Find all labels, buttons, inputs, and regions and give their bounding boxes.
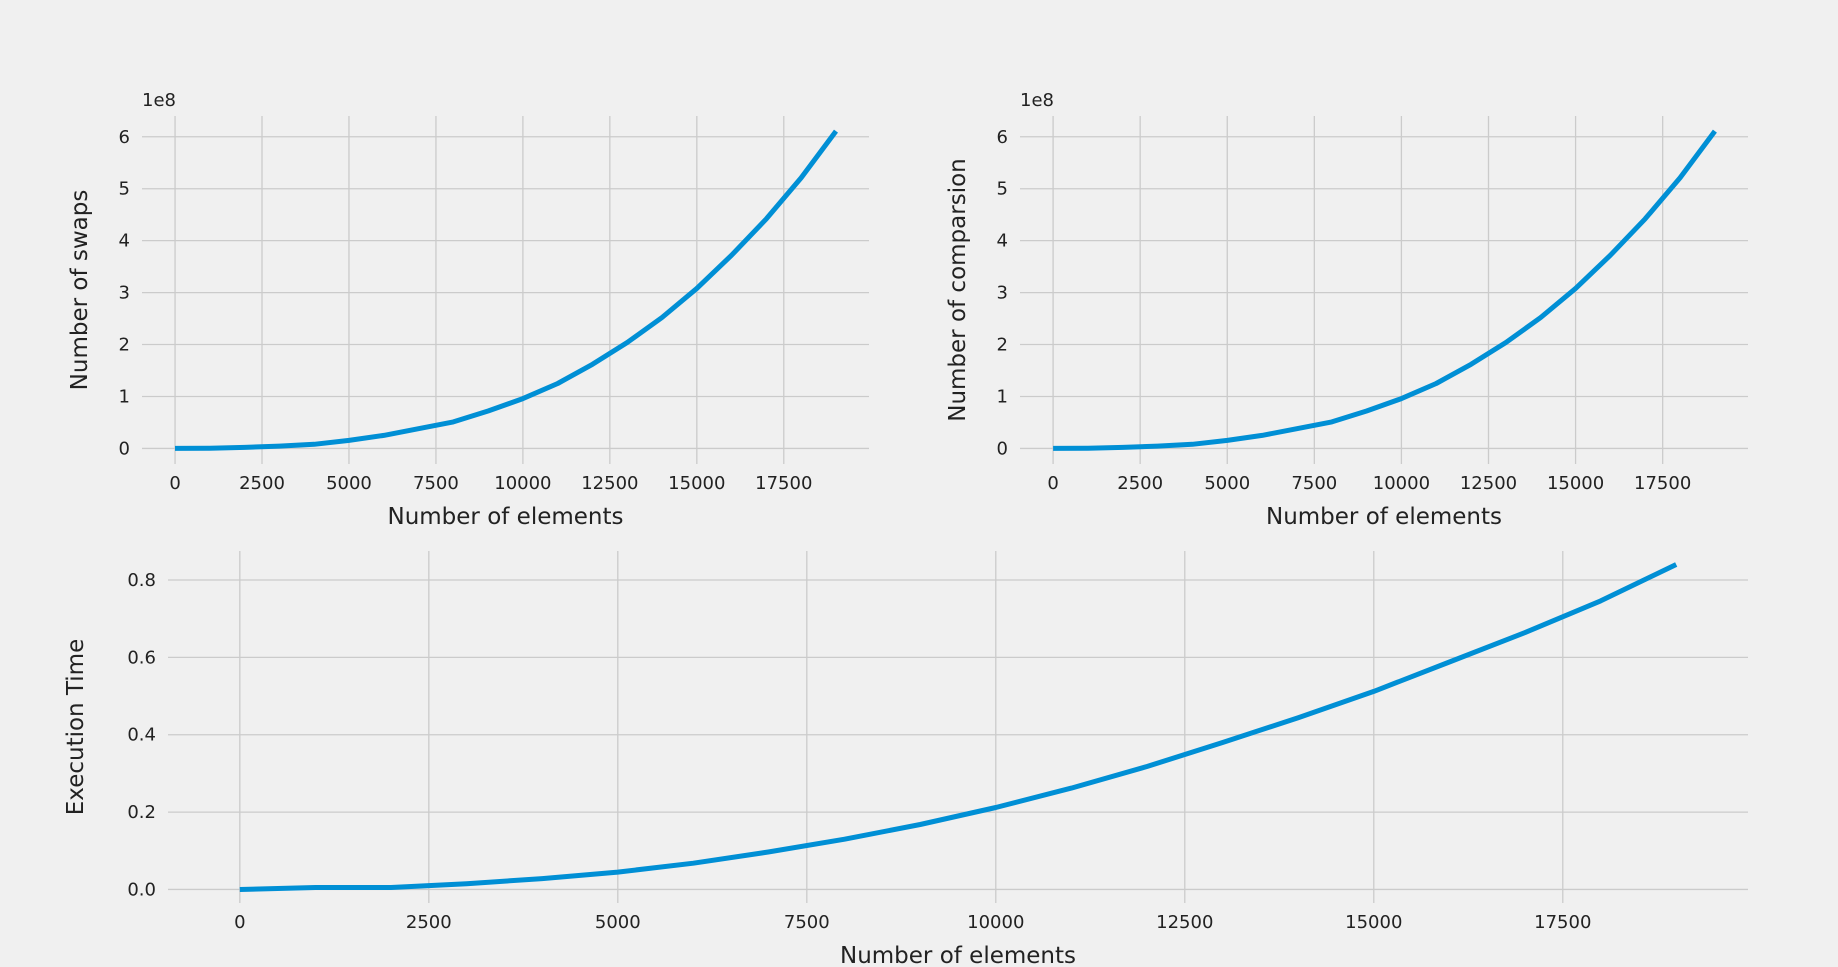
y-tick-label: 0 [997, 438, 1008, 459]
series-line [174, 129, 839, 451]
y-tick-label: 0.6 [127, 647, 156, 668]
y-tick-label: 6 [997, 127, 1008, 148]
x-axis-label: Number of elements [840, 943, 1076, 967]
y-tick-label: 3 [997, 283, 1008, 304]
x-tick-label: 2500 [406, 912, 452, 933]
y-tick-label: 0 [119, 438, 130, 459]
y-axis-label: Execution Time [63, 639, 89, 815]
x-tick-label: 10000 [494, 473, 551, 494]
y-tick-label: 2 [119, 335, 130, 356]
axis-offset-text: 1e8 [142, 90, 176, 111]
x-tick-label: 17500 [1534, 912, 1591, 933]
chart-2: 0 2500 5000 7500 10000 12500 15000 17500 0 1 2 3 4 5 6… [945, 90, 1748, 530]
y-tick-label: 3 [119, 283, 130, 304]
y-tick-label: 5 [119, 179, 130, 200]
y-axis-label: Number of comparsion [945, 158, 971, 421]
series-line [1053, 129, 1717, 451]
y-axis-label: Number of swaps [67, 190, 93, 391]
x-tick-label: 10000 [1373, 473, 1430, 494]
y-tick-label: 4 [997, 231, 1008, 252]
y-tick-label: 0.2 [127, 802, 156, 823]
chart-3: 0 2500 5000 7500 10000 12500 15000 17500 0.0 0.2 0… [63, 551, 1748, 967]
x-axis-label: Number of elements [1266, 504, 1502, 530]
y-tick-label: 0.4 [127, 725, 156, 746]
x-tick-label: 17500 [755, 473, 812, 494]
x-tick-label: 0 [234, 912, 245, 933]
x-tick-label: 0 [169, 473, 180, 494]
x-tick-label: 12500 [581, 473, 638, 494]
y-tick-label: 1 [119, 386, 130, 407]
x-axis-label: Number of elements [387, 504, 623, 530]
x-tick-label: 7500 [413, 473, 459, 494]
x-tick-label: 15000 [1345, 912, 1402, 933]
y-tick-label: 0.8 [127, 570, 156, 591]
x-tick-label: 7500 [784, 912, 830, 933]
x-tick-label: 5000 [1204, 473, 1250, 494]
x-tick-label: 15000 [1547, 473, 1604, 494]
x-tick-label: 7500 [1291, 473, 1337, 494]
y-tick-label: 6 [119, 127, 130, 148]
y-tick-label: 4 [119, 231, 130, 252]
chart-1: 0 2500 5000 7500 10000 12500 15000 17500 0 1 2 3 4 5 6… [67, 90, 869, 530]
x-tick-label: 0 [1047, 473, 1058, 494]
x-tick-label: 5000 [595, 912, 641, 933]
y-tick-label: 2 [997, 335, 1008, 356]
x-tick-label: 2500 [1117, 473, 1163, 494]
x-tick-label: 5000 [326, 473, 372, 494]
series-line [239, 562, 1678, 892]
y-tick-label: 1 [997, 386, 1008, 407]
x-tick-label: 12500 [1460, 473, 1517, 494]
x-tick-label: 17500 [1634, 473, 1691, 494]
axis-offset-text: 1e8 [1020, 90, 1054, 111]
x-tick-label: 15000 [668, 473, 725, 494]
x-tick-label: 10000 [967, 912, 1024, 933]
y-tick-label: 5 [997, 179, 1008, 200]
x-tick-label: 12500 [1156, 912, 1213, 933]
x-tick-label: 2500 [239, 473, 285, 494]
y-tick-label: 0.0 [127, 879, 156, 900]
